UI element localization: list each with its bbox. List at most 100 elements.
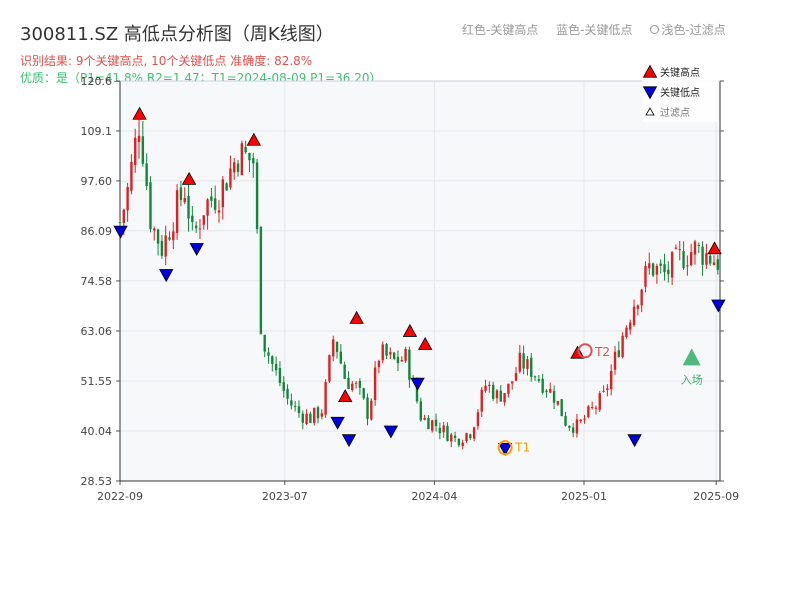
candle-body [667, 269, 670, 275]
candle-body [248, 152, 251, 161]
top-legend: 红色-关键高点 蓝色-关键低点 浅色-过滤点 [462, 21, 740, 38]
candle-body [682, 251, 685, 269]
candle-body [434, 419, 438, 427]
candle-body [263, 334, 266, 352]
candle-body [309, 413, 312, 423]
candle-body [343, 364, 346, 379]
y-tick-label: 28.53 [81, 475, 113, 488]
candle-body [137, 135, 141, 143]
candle-body [175, 190, 179, 233]
key-high-marker [181, 171, 197, 185]
candle-body [179, 187, 183, 201]
candle-body [240, 143, 244, 176]
candle-body [183, 197, 186, 203]
candle-body [164, 235, 167, 257]
candle-body [267, 352, 270, 356]
legend-high-icon [642, 64, 658, 78]
candle-body [697, 245, 700, 247]
candle-body [210, 196, 213, 201]
candle-body [518, 352, 522, 372]
legend-label: 过滤点 [660, 106, 690, 119]
candle-body [172, 231, 175, 241]
candle-body [579, 419, 582, 422]
candle-body [446, 425, 449, 442]
candle-body [134, 137, 137, 165]
candle-body [598, 393, 601, 410]
candle-body [705, 253, 708, 265]
chart-title: 300811.SZ 高低点分析图（周K线图） [20, 24, 334, 45]
x-tick-label: 2022-09 [97, 490, 143, 503]
candle-body [408, 349, 411, 380]
key-low-marker [189, 243, 204, 257]
candle-body [564, 415, 567, 426]
candle-body [701, 246, 704, 265]
y-tick-label: 40.04 [81, 425, 113, 438]
candle-body [274, 363, 278, 371]
candle-body [427, 417, 430, 430]
t2-ring [577, 343, 593, 359]
candle-body [712, 262, 716, 266]
candle-body [674, 247, 678, 249]
candle-body [469, 434, 472, 439]
legend-blue-text: 蓝色-关键低点 [556, 23, 633, 37]
candle-body [255, 162, 259, 230]
candle-body [495, 390, 499, 399]
candle-body [503, 393, 506, 403]
y-tick-label: 51.55 [81, 375, 113, 388]
candle-body [153, 228, 156, 231]
candle-body [149, 182, 152, 230]
candle-body [278, 367, 282, 383]
candle-body [392, 352, 396, 359]
candle-body [373, 367, 377, 401]
candle-body [354, 382, 358, 384]
candle-body [625, 327, 628, 338]
candle-body [244, 146, 247, 153]
candle-body [381, 344, 384, 361]
candle-body [122, 209, 126, 223]
candle-body [335, 341, 339, 352]
candle-body [320, 413, 324, 417]
key-high-marker [417, 336, 433, 350]
candle-body [305, 413, 308, 424]
candle-body [419, 401, 423, 421]
candle-body [552, 390, 556, 403]
key-high-marker [402, 323, 418, 337]
key-low-marker [330, 416, 345, 430]
candle-body [217, 210, 221, 213]
key-high-marker [349, 310, 364, 324]
candle-body [709, 255, 712, 264]
candle-body [362, 388, 365, 399]
candle-body [450, 434, 453, 442]
candle-body [404, 348, 407, 361]
candle-body [191, 215, 194, 223]
candle-body [225, 183, 228, 191]
y-tick-label: 109.1 [81, 125, 113, 138]
candle-body [347, 377, 350, 390]
candle-body [663, 264, 666, 273]
legend-red-text: 红色-关键高点 [462, 23, 539, 37]
key-high-marker [246, 132, 261, 146]
candle-body [491, 384, 495, 399]
candle-body [233, 162, 236, 173]
candle-body [537, 379, 541, 381]
x-tick-label: 2025-09 [693, 490, 739, 503]
entry-label: 入场 [681, 372, 703, 386]
candle-body [187, 195, 190, 219]
legend-label: 关键高点 [660, 66, 700, 79]
legend-filtered-icon [645, 107, 655, 116]
candle-body [613, 351, 617, 370]
candle-body [198, 228, 202, 230]
key-low-marker [113, 225, 128, 239]
candle-body [629, 322, 632, 330]
candle-body [453, 435, 457, 439]
key-low-marker [497, 442, 513, 456]
candle-body [640, 289, 643, 306]
candle-body [670, 252, 674, 278]
y-tick-label: 97.60 [81, 175, 113, 188]
candle-body [602, 390, 605, 392]
candle-body [431, 420, 434, 431]
candle-body [522, 353, 525, 369]
candle-body [457, 438, 461, 446]
candle-body [389, 351, 392, 355]
